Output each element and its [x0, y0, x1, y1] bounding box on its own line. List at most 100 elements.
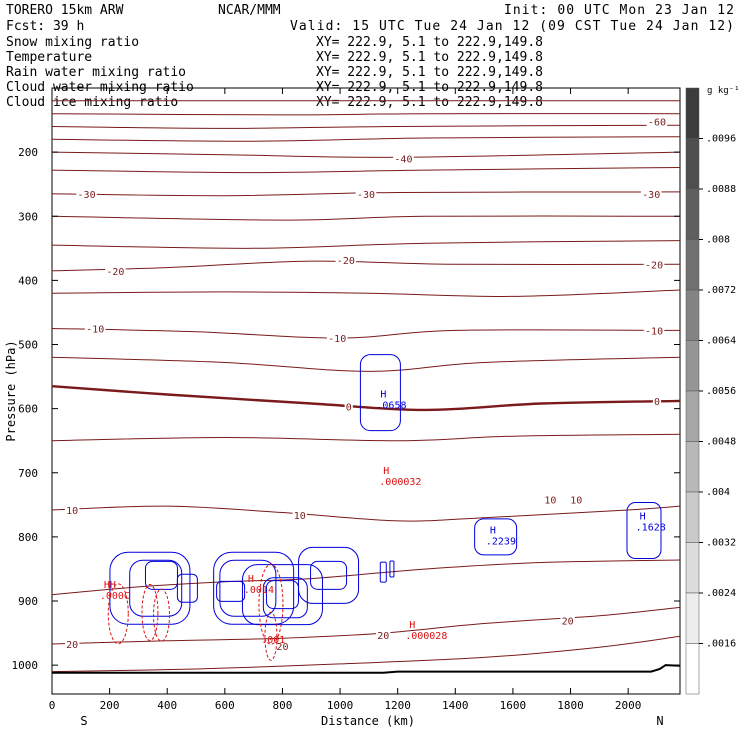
- maximum-marker: H: [383, 466, 389, 477]
- cloud-water-contour: [389, 560, 395, 578]
- rain-contour: [152, 588, 170, 642]
- cloud-water-contour: [310, 560, 348, 590]
- isotherm-label: -30: [642, 190, 660, 201]
- isotherm-line: [51, 385, 681, 412]
- field-xy-rain: XY= 222.9, 5.1 to 222.9,149.8: [316, 65, 543, 80]
- isotherm-line: [51, 606, 681, 645]
- isotherm-label: 20: [66, 640, 78, 651]
- isotherm-line: [51, 124, 681, 129]
- y-tick-label: 400: [18, 274, 38, 287]
- x-tick-label: 1000: [327, 699, 354, 712]
- colorbar-bin: [685, 239, 700, 291]
- y-tick-label: 1000: [12, 659, 39, 672]
- field-xy-cloud-ice: XY= 222.9, 5.1 to 222.9,149.8: [316, 95, 543, 110]
- isotherm-label-bg: [652, 394, 662, 406]
- field-name-snow: Snow mixing ratio: [6, 35, 139, 50]
- isotherm-label: 0: [346, 403, 352, 414]
- isotherm-label-bg: [275, 639, 290, 651]
- maximum-value: .000028: [405, 631, 447, 642]
- isotherm-label-bg: [64, 503, 80, 515]
- y-tick-label: 300: [18, 210, 38, 223]
- colorbar-label: .0016: [706, 639, 736, 650]
- rain-contour: [141, 584, 159, 642]
- colorbar-label: .0048: [706, 437, 736, 448]
- x-tick-label: 200: [100, 699, 120, 712]
- colorbar-label: .004: [706, 487, 730, 498]
- plot-layer: -60 -40 -30 -30 -30 -20 -20 -20 -10 -10 -10 0 0 10 10 1…: [12, 88, 681, 712]
- x-tick-label: 600: [215, 699, 235, 712]
- cloud-water-contour: [241, 564, 323, 626]
- isotherm-label: 20: [276, 642, 288, 653]
- isotherm-label: -10: [645, 326, 663, 337]
- isotherm-line: [51, 635, 681, 673]
- rain-contour: [107, 583, 129, 645]
- isotherm-line: [51, 136, 681, 142]
- y-tick-label: 200: [18, 146, 38, 159]
- cloud-water-contour: [129, 559, 183, 617]
- colorbar-bin: [685, 643, 700, 695]
- isotherm-label-bg: [292, 509, 307, 521]
- isotherm-label-bg: [640, 187, 662, 199]
- colorbar-bin: [685, 592, 700, 644]
- isotherm-line: [51, 260, 681, 272]
- maximum-value: .2239: [486, 537, 516, 548]
- cloud-water-contour: [474, 518, 518, 556]
- isotherm-line: [51, 356, 681, 372]
- cloud-water-contour: [176, 573, 198, 603]
- y-axis-label: Pressure (hPa): [4, 340, 18, 441]
- isotherm-label-bg: [76, 187, 97, 199]
- isotherm-label: -10: [86, 324, 104, 335]
- valid-time: Valid: 15 UTC Tue 24 Jan 12 (09 CST Tue …: [290, 19, 734, 34]
- colorbar-bin: [685, 138, 700, 190]
- cloud-water-contour: [262, 577, 308, 619]
- isotherm-label-bg: [335, 253, 357, 265]
- isotherm-label: 10: [66, 506, 78, 517]
- field-name-cloud-ice: Cloud ice mixing ratio: [6, 95, 178, 110]
- maximum-value: .1628: [636, 523, 666, 534]
- x-axis-label: Distance (km): [321, 714, 415, 728]
- isotherm-line: [51, 151, 681, 158]
- colorbar-units: g kg⁻¹: [707, 86, 740, 96]
- x-tick-label: 400: [157, 699, 177, 712]
- cloud-water-contour: [216, 580, 246, 602]
- isotherm-line: [51, 113, 681, 116]
- x-tick-label: 1200: [384, 699, 411, 712]
- maximum-marker: HH: [104, 580, 116, 591]
- isotherm-line: [51, 328, 681, 339]
- maximum-marker: H: [640, 512, 646, 523]
- colorbar-bin: [685, 289, 700, 341]
- isotherm-label-bg: [344, 400, 353, 412]
- isotherm-label: -10: [328, 334, 346, 345]
- maximum-value: .0658: [376, 401, 406, 412]
- isotherm-label-bg: [105, 264, 126, 276]
- isotherm-line: [51, 433, 681, 442]
- colorbar-label: .0072: [706, 285, 736, 296]
- isotherm-label: -20: [337, 256, 355, 267]
- maximum-marker: H: [409, 620, 415, 631]
- isotherm-label-bg: [326, 332, 348, 344]
- isotherm-label: -30: [357, 190, 375, 201]
- colorbar-bin: [685, 491, 700, 543]
- field-legend: Snow mixing ratio XY= 222.9, 5.1 to 222.…: [6, 35, 543, 110]
- isotherm-label-bg: [643, 258, 665, 270]
- isotherm-label-bg: [643, 324, 665, 336]
- y-tick-label: 700: [18, 467, 38, 480]
- north-label: N: [656, 714, 663, 728]
- isotherm-line: [51, 559, 681, 596]
- org-name: NCAR/MMM: [218, 3, 281, 18]
- maximum-marker: H: [490, 526, 496, 537]
- rain-contour: [258, 563, 284, 645]
- isotherm-line: [51, 191, 681, 197]
- field-name-temperature: Temperature: [6, 50, 92, 65]
- isotherm-label-bg: [64, 637, 80, 649]
- colorbar-bin: [685, 87, 700, 139]
- forecast-hour: Fcst: 39 h: [6, 19, 84, 34]
- isotherm-label-bg: [84, 322, 106, 334]
- isotherm-label: -60: [648, 117, 666, 128]
- colorbar-bin: [685, 390, 700, 442]
- isotherm-label: 10: [544, 496, 556, 507]
- init-time: Init: 00 UTC Mon 23 Jan 12: [504, 3, 734, 18]
- colorbar-bin: [685, 188, 700, 240]
- isotherm-label: 20: [562, 616, 574, 627]
- field-name-rain: Rain water mixing ratio: [6, 65, 186, 80]
